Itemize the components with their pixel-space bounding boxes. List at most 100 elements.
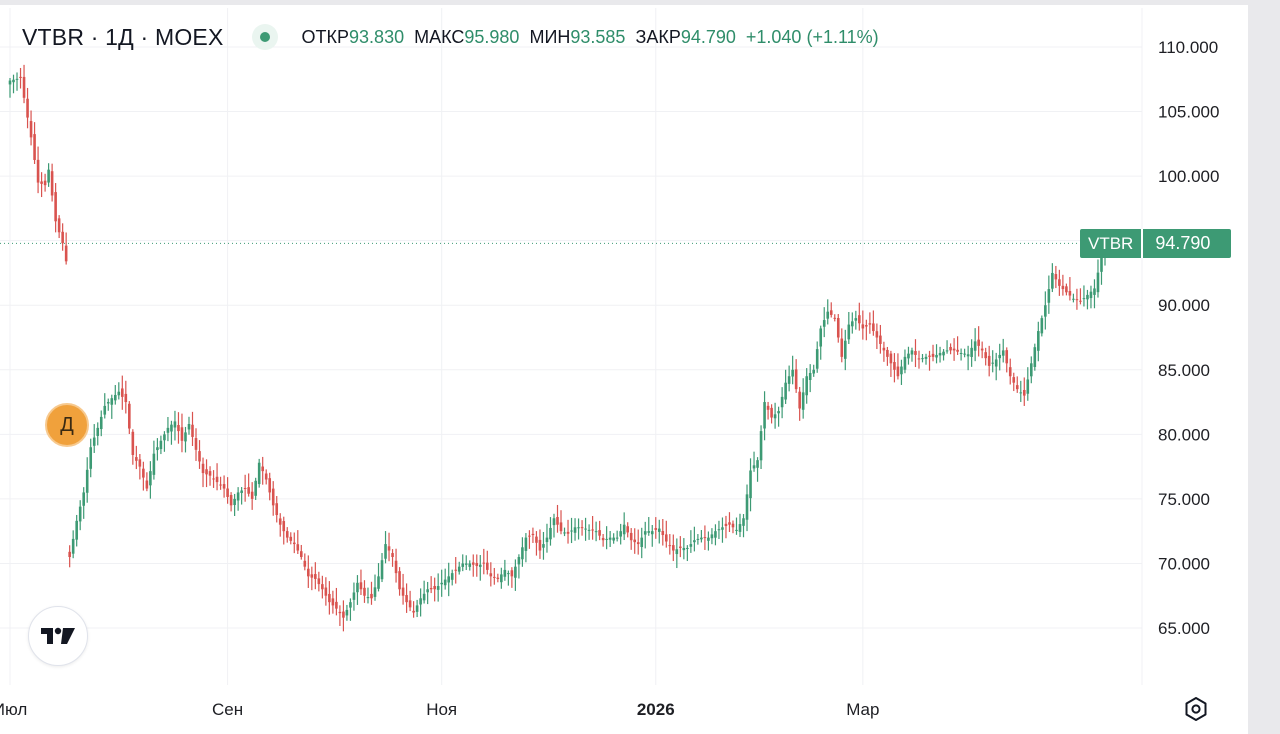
candle-body (26, 98, 29, 118)
candle-body (1096, 272, 1100, 293)
candle-body (398, 571, 401, 590)
candle-body (749, 470, 752, 499)
candle-body (615, 537, 619, 539)
candle-body (577, 527, 580, 529)
candle-body (61, 231, 64, 244)
candle-body (1082, 298, 1086, 300)
chart-plot[interactable]: 110.000105.000100.00095.00090.00085.0008… (0, 0, 1248, 734)
candle-body (917, 358, 921, 360)
candle-body (292, 542, 296, 545)
candle-body (278, 518, 282, 525)
time-tick-label: Сен (212, 700, 243, 719)
price-axis[interactable]: 110.000105.000100.00095.00090.00085.0008… (1158, 38, 1219, 638)
candle-body (1044, 305, 1047, 317)
candle-body (643, 531, 647, 535)
candle-body (194, 438, 198, 450)
candle-body (1012, 377, 1016, 383)
candle-body (166, 427, 170, 433)
candle-body (907, 353, 910, 359)
candle-body (401, 587, 405, 596)
candle-body (633, 539, 637, 543)
settings-gear-icon[interactable] (1181, 694, 1211, 724)
dividend-marker-label: Д (60, 413, 74, 436)
candle-body (163, 434, 166, 441)
candle-body (507, 573, 510, 575)
time-axis[interactable]: Июл Сен Ноя 2026 Мар (0, 700, 879, 719)
candle-body (124, 393, 128, 403)
candle-body (731, 523, 735, 528)
price-tick-label: 110.000 (1158, 38, 1218, 57)
candle-body (563, 532, 566, 534)
candle-body (447, 576, 451, 583)
candle-body (247, 487, 250, 494)
dividend-marker[interactable]: Д (45, 403, 89, 447)
candle-body (500, 574, 503, 583)
symbol-title[interactable]: VTBR · 1Д · MOEX (22, 23, 224, 50)
candle-body (324, 587, 328, 596)
candle-body (191, 424, 194, 437)
candle-body (478, 564, 482, 567)
candle-body (1022, 389, 1026, 396)
candle-body (861, 324, 865, 329)
candle-body (798, 391, 801, 409)
candle-body (19, 76, 22, 78)
candle-body (12, 79, 15, 83)
candle-body (436, 586, 440, 590)
candle-body (99, 416, 103, 430)
candle-body (226, 488, 229, 497)
close-label: ЗАКР (635, 26, 681, 47)
candle-body (342, 611, 345, 618)
candle-body (331, 598, 335, 606)
candle-body (201, 463, 205, 474)
price-tick-label: 75.000 (1158, 490, 1210, 509)
candle-body (285, 531, 289, 538)
candle-body (486, 562, 489, 570)
candle-body (622, 524, 626, 535)
candle-body (703, 537, 707, 539)
candle-body (977, 339, 980, 346)
candle-body (22, 76, 26, 98)
candle-body (268, 478, 272, 493)
candle-body (187, 424, 191, 430)
candle-body (307, 568, 310, 577)
candle-body (352, 592, 356, 600)
candle-body (145, 480, 149, 489)
candle-body (1079, 300, 1082, 302)
candle-body (261, 466, 264, 472)
candle-body (405, 595, 408, 603)
candles (8, 64, 1107, 632)
candle-body (54, 192, 57, 222)
candle-body (794, 369, 798, 390)
candle-body (819, 328, 823, 347)
chart-frame (0, 0, 1248, 734)
price-tick-label: 105.000 (1158, 103, 1219, 122)
candle-body (33, 134, 36, 160)
candle-body (836, 318, 840, 338)
candle-body (113, 394, 117, 401)
open-value: 93.830 (349, 26, 405, 47)
candle-body (657, 528, 661, 532)
candle-body (707, 537, 710, 541)
candle-body (415, 605, 419, 612)
candle-body (310, 574, 314, 578)
price-tick-label: 100.000 (1158, 167, 1219, 186)
open-label: ОТКР (301, 26, 350, 47)
candle-body (314, 574, 317, 579)
candle-body (131, 431, 135, 455)
candle-body (156, 447, 159, 451)
candle-body (833, 317, 837, 319)
candle-body (366, 597, 370, 599)
candle-body (998, 354, 1002, 359)
candle-body (8, 80, 12, 85)
candle-body (1005, 350, 1009, 364)
candle-body (121, 388, 124, 397)
close-value: 94.790 (680, 26, 736, 47)
candle-body (106, 402, 110, 404)
candle-body (205, 469, 208, 475)
candle-body (198, 451, 201, 462)
candle-body (973, 341, 977, 351)
tradingview-logo-icon[interactable] (28, 606, 88, 666)
candle-body (935, 354, 938, 358)
candle-body (328, 593, 331, 603)
candle-body (384, 544, 387, 559)
